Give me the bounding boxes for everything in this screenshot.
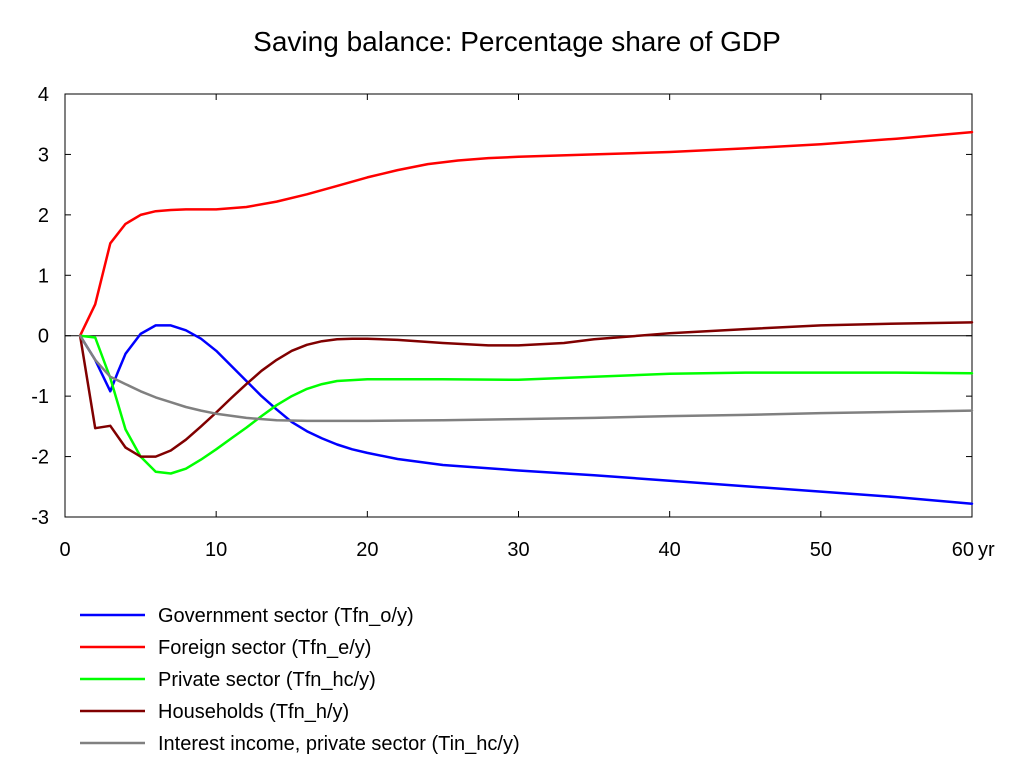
legend-label-1: Foreign sector (Tfn_e/y)	[158, 637, 371, 659]
x-tick-label: 50	[810, 539, 832, 561]
y-tick-label: 1	[38, 265, 49, 287]
plot-area: -3 -2 -1 0 1 2 3 4 0 10 20 30 40 50 60 yr	[31, 84, 995, 561]
legend-label-2: Private sector (Tfn_hc/y)	[158, 669, 376, 691]
x-tick-label: 30	[507, 539, 529, 561]
series-line-2	[78, 334, 974, 475]
x-tick-label: 0	[59, 539, 70, 561]
series-line-4	[78, 334, 974, 423]
legend-label-4: Interest income, private sector (Tin_hc/…	[158, 733, 520, 755]
x-unit-label: yr	[978, 539, 995, 561]
chart-title: Saving balance: Percentage share of GDP	[253, 26, 781, 57]
y-tick-label: -1	[31, 386, 49, 408]
legend-label-0: Government sector (Tfn_o/y)	[158, 605, 414, 627]
series-line-0	[78, 324, 974, 505]
x-tick-label: 60	[952, 539, 974, 561]
x-tick-label: 40	[659, 539, 681, 561]
x-tick-label: 20	[356, 539, 378, 561]
y-tick-label: 3	[38, 144, 49, 166]
y-tick-label: 2	[38, 205, 49, 227]
y-tick-label: -2	[31, 447, 49, 469]
y-tick-label: 4	[38, 84, 49, 106]
legend-label-3: Households (Tfn_h/y)	[158, 701, 349, 723]
legend: Government sector (Tfn_o/y) Foreign secto…	[80, 605, 520, 755]
x-tick-label: 10	[205, 539, 227, 561]
y-tick-label: -3	[31, 507, 49, 529]
series-line-3	[78, 321, 974, 458]
series-line-1	[78, 130, 974, 337]
y-tick-label: 0	[38, 326, 49, 348]
